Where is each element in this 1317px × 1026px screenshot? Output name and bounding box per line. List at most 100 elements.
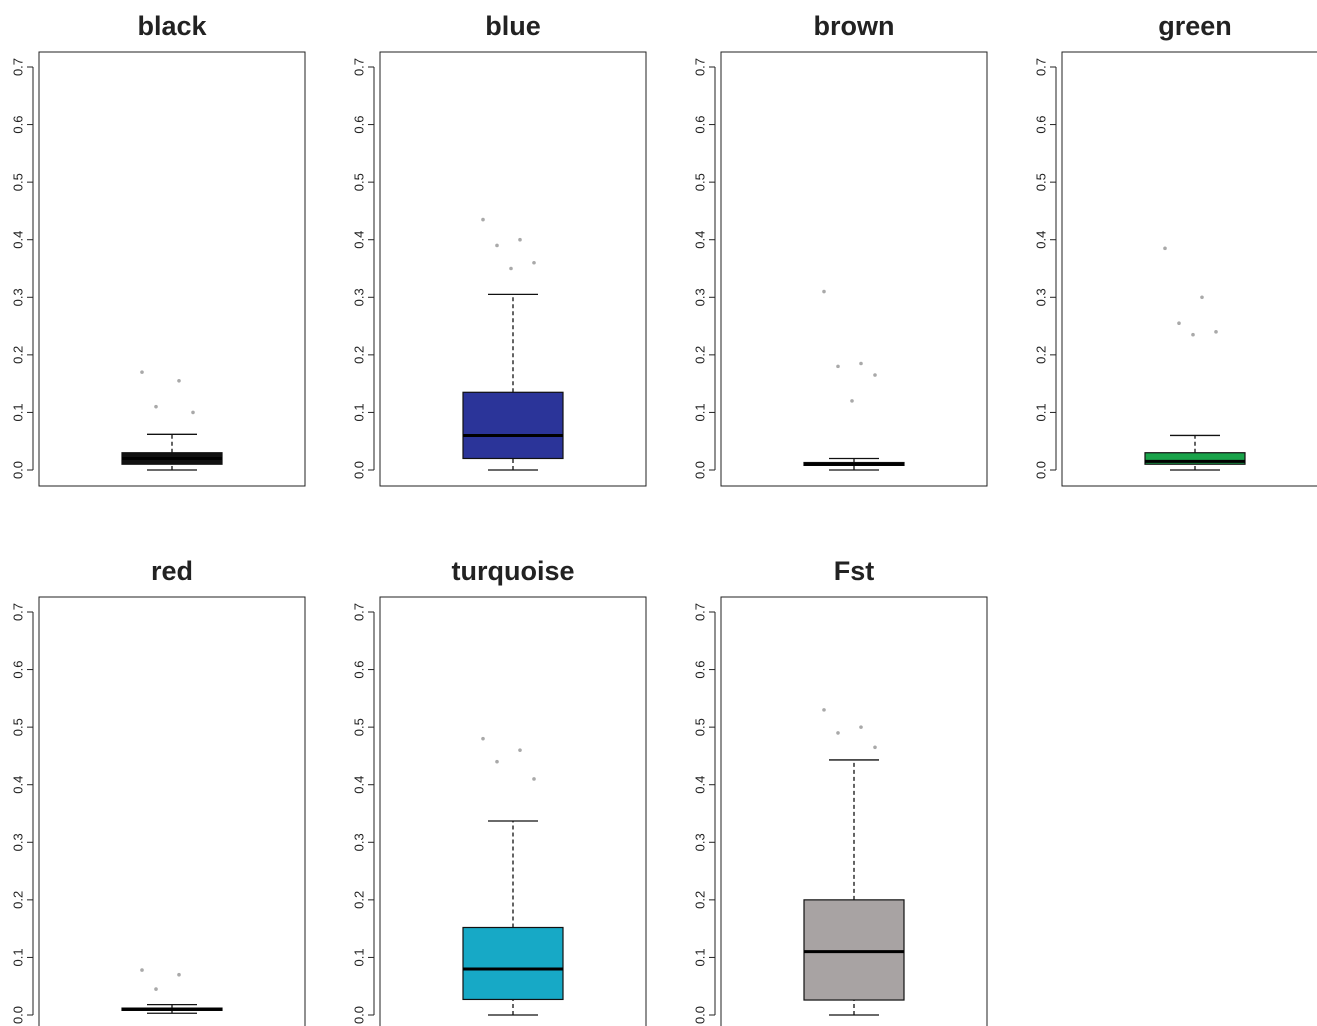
y-tick-label: 0.3: [10, 288, 25, 306]
box: [462, 391, 564, 460]
outlier-point: [177, 378, 181, 383]
outlier-point: [140, 968, 144, 972]
panel-title: red: [151, 556, 193, 586]
outlier-point: [495, 243, 499, 248]
outlier-point: [822, 289, 826, 294]
outlier-point: [154, 404, 158, 409]
outlier-point: [518, 237, 522, 242]
y-tick-label: 0.1: [351, 948, 366, 966]
plot-frame: [720, 596, 988, 1026]
outlier-point: [191, 410, 195, 415]
y-tick-label: 0.3: [692, 288, 707, 306]
y-tick-label: 0.1: [10, 948, 25, 966]
y-tick-label: 0.4: [692, 776, 707, 794]
y-tick-label: 0.5: [351, 718, 366, 736]
y-tick-label: 0.6: [351, 661, 366, 679]
y-tick-label: 0.7: [10, 58, 25, 76]
plot-frame: [379, 596, 647, 1026]
y-tick-label: 0.5: [1033, 173, 1048, 191]
y-tick-label: 0.6: [10, 661, 25, 679]
outlier-point: [154, 987, 158, 991]
y-tick-label: 0.5: [10, 173, 25, 191]
panel-title: brown: [814, 11, 895, 41]
outlier-point: [1200, 295, 1204, 300]
plot-frame: [1061, 51, 1317, 487]
y-tick-label: 0.4: [692, 231, 707, 249]
outlier-point: [481, 217, 485, 222]
y-tick-label: 0.0: [692, 461, 707, 479]
outlier-point: [495, 759, 499, 764]
y-tick-label: 0.2: [1033, 346, 1048, 364]
y-tick-label: 0.7: [692, 58, 707, 76]
outlier-point: [850, 399, 854, 403]
outlier-point: [1177, 321, 1181, 325]
outlier-point: [859, 725, 863, 729]
y-tick-label: 0.5: [10, 718, 25, 736]
y-tick-label: 0.0: [351, 1006, 366, 1024]
y-tick-label: 0.1: [10, 403, 25, 421]
box: [1144, 452, 1246, 465]
y-tick-label: 0.5: [351, 173, 366, 191]
box: [462, 926, 564, 1001]
y-tick-label: 0.4: [10, 776, 25, 794]
y-tick-label: 0.6: [692, 661, 707, 679]
outlier-point: [836, 364, 840, 369]
y-tick-label: 0.1: [692, 948, 707, 966]
outlier-point: [1214, 330, 1218, 334]
plot-frame: [38, 51, 306, 487]
y-tick-label: 0.0: [692, 1006, 707, 1024]
outlier-point: [509, 266, 513, 271]
outlier-point: [1191, 332, 1195, 337]
y-tick-label: 0.2: [10, 346, 25, 364]
y-tick-label: 0.7: [1033, 58, 1048, 76]
y-tick-label: 0.1: [1033, 403, 1048, 421]
outlier-point: [140, 370, 144, 374]
y-tick-label: 0.3: [1033, 288, 1048, 306]
y-tick-label: 0.1: [351, 403, 366, 421]
panel-title: black: [137, 11, 207, 41]
y-tick-label: 0.2: [10, 891, 25, 909]
outlier-point: [873, 373, 877, 377]
y-tick-label: 0.4: [351, 776, 366, 794]
panel-title: turquoise: [451, 556, 574, 586]
outlier-point: [481, 736, 485, 741]
y-tick-label: 0.2: [692, 346, 707, 364]
y-tick-label: 0.4: [10, 231, 25, 249]
y-tick-label: 0.0: [10, 1006, 25, 1024]
outlier-point: [532, 260, 536, 265]
y-tick-label: 0.7: [692, 603, 707, 621]
y-tick-label: 0.6: [692, 116, 707, 134]
outlier-point: [518, 748, 522, 752]
y-tick-label: 0.7: [351, 58, 366, 76]
y-tick-label: 0.0: [10, 461, 25, 479]
plot-frame: [38, 596, 306, 1026]
y-tick-label: 0.2: [692, 891, 707, 909]
y-tick-label: 0.6: [1033, 116, 1048, 134]
y-tick-label: 0.2: [351, 891, 366, 909]
y-tick-label: 0.6: [351, 116, 366, 134]
outlier-point: [822, 708, 826, 712]
outlier-point: [859, 361, 863, 366]
y-tick-label: 0.3: [351, 833, 366, 851]
panel-title: blue: [485, 11, 541, 41]
panel-title: green: [1158, 11, 1232, 41]
outlier-point: [177, 972, 181, 977]
outlier-point: [836, 731, 840, 735]
y-tick-label: 0.7: [10, 603, 25, 621]
y-tick-label: 0.3: [10, 833, 25, 851]
y-tick-label: 0.3: [351, 288, 366, 306]
y-tick-label: 0.4: [1033, 231, 1048, 249]
y-tick-label: 0.3: [692, 833, 707, 851]
plot-frame: [720, 51, 988, 487]
y-tick-label: 0.2: [351, 346, 366, 364]
plot-frame: [379, 51, 647, 487]
panel-title: Fst: [834, 556, 875, 586]
y-tick-label: 0.0: [351, 461, 366, 479]
y-tick-label: 0.7: [351, 603, 366, 621]
outlier-point: [873, 745, 877, 750]
y-tick-label: 0.4: [351, 231, 366, 249]
y-tick-label: 0.6: [10, 116, 25, 134]
y-tick-label: 0.0: [1033, 461, 1048, 479]
